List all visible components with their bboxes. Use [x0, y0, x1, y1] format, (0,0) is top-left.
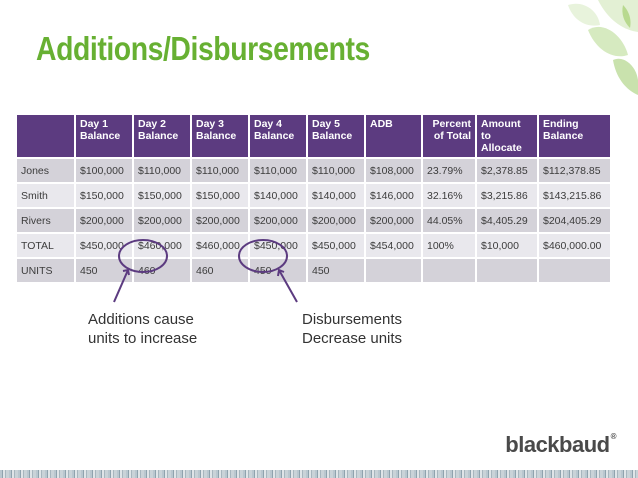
table-cell: $108,000: [366, 159, 421, 182]
table-cell: $100,000: [76, 159, 132, 182]
header-line2: of Total: [433, 130, 471, 142]
disbursements-callout-line2: Decrease units: [302, 330, 403, 347]
header-line1: Day 5: [312, 118, 341, 130]
table-header-day3: Day 3 Balance: [192, 115, 248, 157]
header-line2: Balance: [543, 130, 584, 142]
table-cell: UNITS: [17, 259, 74, 282]
table-cell: $200,000: [134, 209, 190, 232]
table-cell: 460: [134, 259, 190, 282]
header-line2: Balance: [80, 130, 121, 142]
table-cell: $150,000: [134, 184, 190, 207]
logo-text: blackbaud: [505, 432, 610, 457]
table-cell: 460: [192, 259, 248, 282]
table-row-jones: Jones $100,000 $110,000 $110,000 $110,00…: [17, 159, 610, 182]
table-header-adb: ADB: [366, 115, 421, 157]
table-cell: $112,378.85: [539, 159, 610, 182]
table-row-total: TOTAL $450,000 $460,000 $460,000 $450,00…: [17, 234, 610, 257]
additions-callout-line1: Additions cause: [88, 311, 194, 328]
table-cell: TOTAL: [17, 234, 74, 257]
table-cell: $460,000: [134, 234, 190, 257]
table-cell: $2,378.85: [477, 159, 537, 182]
table-cell: $110,000: [250, 159, 306, 182]
table-cell: Jones: [17, 159, 74, 182]
table-cell: $460,000: [192, 234, 248, 257]
table-cell: $140,000: [250, 184, 306, 207]
header-line2: Allocate: [481, 142, 522, 154]
table-header-ending: Ending Balance: [539, 115, 610, 157]
header-line1: Day 4: [254, 118, 283, 130]
table-cell: $4,405.29: [477, 209, 537, 232]
header-line2: Balance: [196, 130, 237, 142]
table-header-day2: Day 2 Balance: [134, 115, 190, 157]
table-cell: $110,000: [192, 159, 248, 182]
table-cell: $110,000: [134, 159, 190, 182]
table-cell: [366, 259, 421, 282]
table-cell: $450,000: [308, 234, 364, 257]
table-cell: $200,000: [366, 209, 421, 232]
table-cell: $200,000: [250, 209, 306, 232]
logo-registered-mark: ®: [610, 432, 617, 441]
disbursements-callout-line1: Disbursements: [302, 311, 403, 328]
table-cell: $150,000: [192, 184, 248, 207]
disbursements-callout: Disbursements Decrease units: [302, 310, 402, 348]
table-cell: $143,215.86: [539, 184, 610, 207]
table-row-units: UNITS 450 460 460 450 450: [17, 259, 610, 282]
header-line1: Ending: [543, 118, 579, 130]
table-cell: Smith: [17, 184, 74, 207]
header-line1: Percent: [432, 118, 471, 130]
table-cell: $140,000: [308, 184, 364, 207]
table-cell: $450,000: [76, 234, 132, 257]
table-header-day1: Day 1 Balance: [76, 115, 132, 157]
table-header-day5: Day 5 Balance: [308, 115, 364, 157]
header-line1: Day 1: [80, 118, 109, 130]
table-cell: $454,000: [366, 234, 421, 257]
table-cell: $200,000: [192, 209, 248, 232]
table-header-row: Day 1 Balance Day 2 Balance Day 3 Balance D…: [17, 115, 610, 157]
table-cell: $146,000: [366, 184, 421, 207]
header-line2: Balance: [312, 130, 353, 142]
table-row-rivers: Rivers $200,000 $200,000 $200,000 $200,0…: [17, 209, 610, 232]
balances-table: Day 1 Balance Day 2 Balance Day 3 Balance D…: [15, 113, 612, 284]
table-header-percent: Percent of Total: [423, 115, 475, 157]
blackbaud-logo: blackbaud®: [505, 432, 616, 458]
page-title: Additions/Disbursements: [36, 30, 370, 67]
table-header-amount: Amount to Allocate: [477, 115, 537, 157]
table-cell: [477, 259, 537, 282]
table-cell: $3,215.86: [477, 184, 537, 207]
header-line1: ADB: [370, 118, 393, 130]
table-cell: 450: [308, 259, 364, 282]
table-cell: [423, 259, 475, 282]
table-cell: Rivers: [17, 209, 74, 232]
table-cell: $10,000: [477, 234, 537, 257]
header-line2: Balance: [254, 130, 295, 142]
table-cell: $460,000.00: [539, 234, 610, 257]
table-cell: $200,000: [76, 209, 132, 232]
table-cell: [539, 259, 610, 282]
table-cell: $450,000: [250, 234, 306, 257]
table-cell: 23.79%: [423, 159, 475, 182]
additions-callout: Additions cause units to increase: [88, 310, 197, 348]
bottom-decorative-strip: [0, 470, 638, 478]
table-cell: 32.16%: [423, 184, 475, 207]
additions-callout-line2: units to increase: [88, 330, 198, 347]
header-line1: Day 3: [196, 118, 225, 130]
header-line1: Amount to: [481, 118, 521, 142]
table-cell: 100%: [423, 234, 475, 257]
table-header-day4: Day 4 Balance: [250, 115, 306, 157]
table-cell: $204,405.29: [539, 209, 610, 232]
table-cell: $200,000: [308, 209, 364, 232]
table-cell: 44.05%: [423, 209, 475, 232]
header-line1: Day 2: [138, 118, 167, 130]
header-line2: Balance: [138, 130, 179, 142]
table-cell: 450: [76, 259, 132, 282]
table-header-corner: [17, 115, 74, 157]
table-row-smith: Smith $150,000 $150,000 $150,000 $140,00…: [17, 184, 610, 207]
table-cell: $150,000: [76, 184, 132, 207]
table-cell: $110,000: [308, 159, 364, 182]
leaf-decoration-icon: [568, 0, 638, 95]
table-cell: 450: [250, 259, 306, 282]
